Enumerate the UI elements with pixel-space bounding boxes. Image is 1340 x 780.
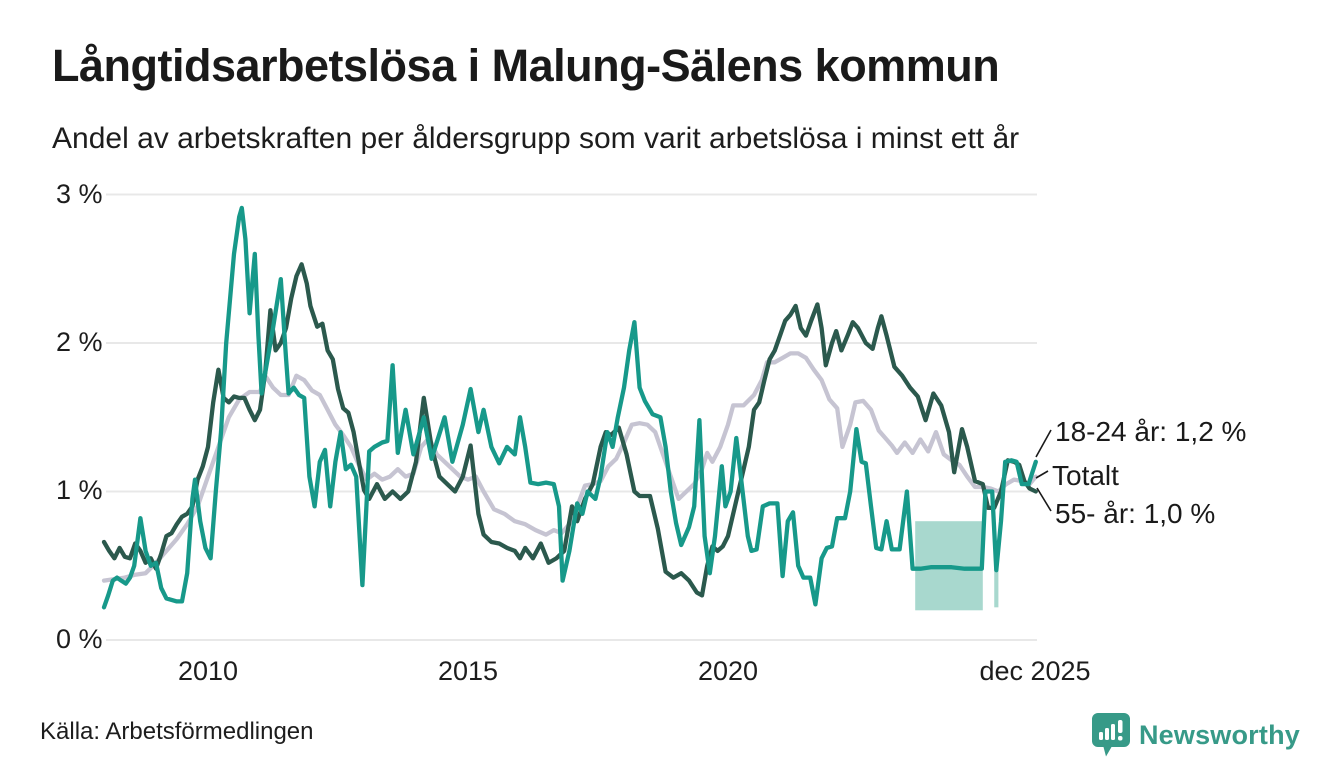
newsworthy-logo-icon bbox=[1091, 712, 1131, 758]
annotation-leader-lines bbox=[1035, 429, 1052, 512]
newsworthy-wordmark: Newsworthy bbox=[1138, 719, 1300, 750]
page-title: Långtidsarbetslösa i Malung-Sälens kommu… bbox=[52, 40, 1000, 91]
source-credit: Källa: Arbetsförmedlingen bbox=[40, 718, 314, 745]
leader-line-18-24 bbox=[1035, 429, 1052, 458]
y-axis-tick-0: 0 % bbox=[56, 624, 103, 654]
newsworthy-branding: Newsworthy bbox=[1091, 712, 1300, 758]
y-axis-tick-3: 3 % bbox=[56, 179, 103, 209]
y-axis-tick-1: 1 % bbox=[56, 475, 103, 505]
annotation-totalt: Totalt bbox=[1052, 460, 1119, 491]
y-axis-tick-2: 2 % bbox=[56, 327, 103, 357]
x-axis-tick-dec-2025: dec 2025 bbox=[979, 656, 1091, 686]
x-axis-tick-2010: 2010 bbox=[177, 656, 239, 686]
series-line-18-24-r bbox=[101, 205, 1038, 610]
x-axis-tick-2020: 2020 bbox=[697, 656, 759, 686]
series-lines bbox=[101, 205, 1038, 610]
annotation-55: 55- år: 1,0 % bbox=[1055, 498, 1216, 529]
page-subtitle: Andel av arbetskraften per åldersgrupp s… bbox=[52, 122, 1020, 155]
line-chart bbox=[101, 193, 1052, 641]
uncertainty-band bbox=[994, 565, 999, 608]
x-axis-tick-2015: 2015 bbox=[437, 656, 499, 686]
leader-line-totalt bbox=[1035, 470, 1049, 479]
annotation-18-24: 18-24 år: 1,2 % bbox=[1055, 416, 1247, 447]
leader-line-55 bbox=[1036, 487, 1052, 512]
gridlines bbox=[106, 193, 1037, 641]
